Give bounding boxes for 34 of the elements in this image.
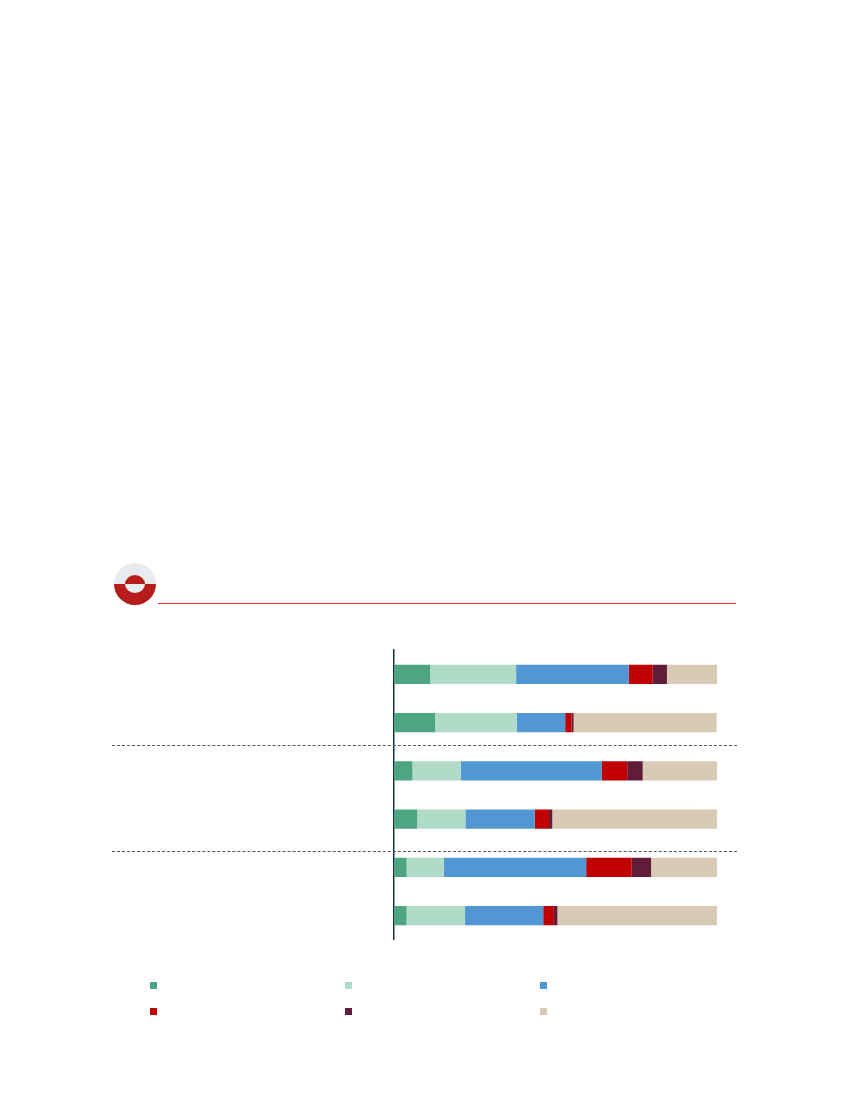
bar [443, 857, 587, 878]
bar [394, 712, 436, 733]
bar [516, 664, 629, 684]
bar [628, 664, 653, 684]
bar [627, 761, 643, 781]
bar [412, 761, 461, 781]
bar [586, 857, 632, 878]
bar [543, 906, 554, 926]
bar [394, 906, 407, 926]
bar [394, 664, 431, 684]
bar [557, 906, 717, 926]
bar [549, 809, 553, 829]
bar [394, 809, 418, 829]
bar [406, 857, 444, 878]
bar [565, 712, 572, 733]
bar [406, 906, 466, 926]
bar [573, 712, 717, 733]
bar [601, 761, 628, 781]
bar [430, 664, 517, 684]
bar [394, 857, 407, 878]
bar [465, 809, 535, 829]
bar [651, 857, 717, 878]
bar [666, 664, 717, 684]
bar [552, 809, 717, 829]
bar [435, 712, 517, 733]
bar [534, 809, 550, 829]
bar [394, 761, 413, 781]
bar [460, 761, 602, 781]
bar [642, 761, 717, 781]
bar [516, 712, 566, 733]
bar [465, 906, 544, 926]
bar [652, 664, 667, 684]
bar [417, 809, 466, 829]
bar [631, 857, 652, 878]
